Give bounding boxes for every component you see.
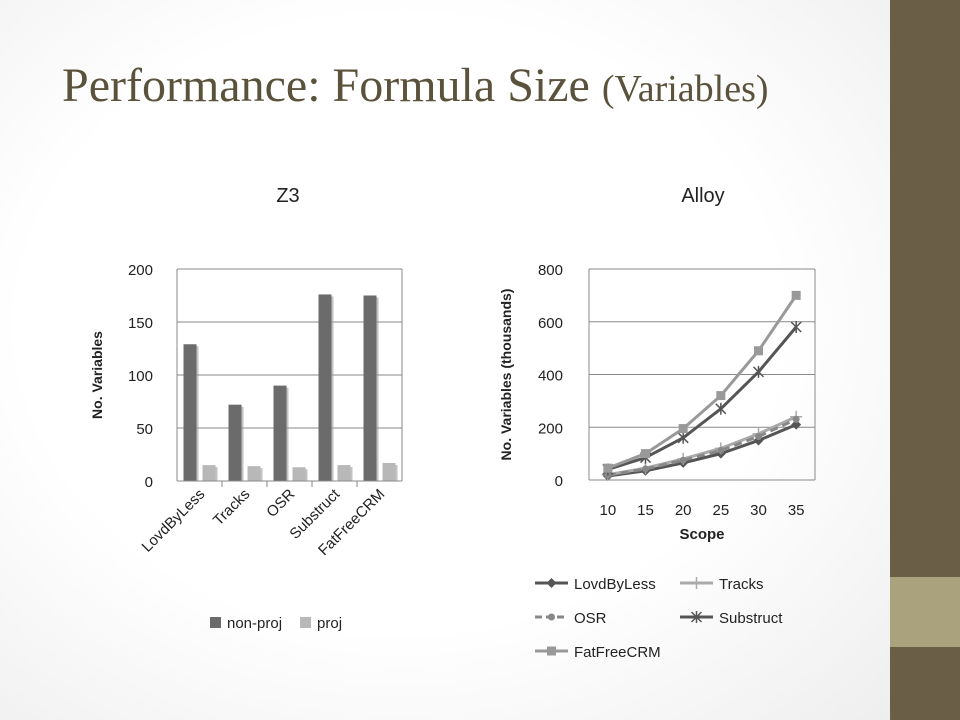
alloy-x-tick-label: 25 — [712, 502, 729, 519]
alloy-x-axis-title: Scope — [679, 526, 724, 543]
line-tracks — [607, 415, 797, 477]
point-substruct — [752, 365, 765, 378]
alloy-y-tick-label: 0 — [555, 473, 563, 490]
alloy-legend-label-substruct: Substruct — [719, 610, 783, 627]
slide-title-sub: (Variables) — [601, 68, 769, 110]
alloy-legend-label-tracks: Tracks — [719, 576, 763, 593]
point-osr — [679, 456, 687, 464]
alloy-y-axis-title: No. Variables (thousands) — [498, 289, 514, 461]
bar-proj-substruct — [337, 465, 351, 481]
bar-proj-tracks — [247, 466, 261, 481]
alloy-legend-label-fatfreecrm: FatFreeCRM — [574, 644, 661, 661]
alloy-legend-marker-tracks — [690, 577, 703, 589]
alloy-x-tick-label: 20 — [675, 502, 692, 519]
z3-y-tick-label: 50 — [136, 421, 153, 438]
z3-legend-swatch-non-proj — [210, 617, 221, 628]
point-osr — [717, 446, 725, 454]
alloy-y-tick-label: 600 — [538, 315, 563, 332]
z3-chart-title: Z3 — [276, 185, 299, 207]
alloy-chart-title: Alloy — [681, 185, 724, 207]
z3-y-axis-title: No. Variables — [89, 331, 105, 419]
point-fatfreecrm — [754, 346, 763, 356]
alloy-x-tick-label: 15 — [637, 502, 654, 519]
alloy-legend-label-osr: OSR — [574, 610, 607, 627]
point-substruct — [790, 321, 802, 334]
line-fatfreecrm — [607, 294, 798, 470]
point-fatfreecrm — [678, 424, 688, 434]
bar-non-proj-lovdbyless — [183, 344, 197, 481]
slide-background — [0, 0, 890, 720]
point-fatfreecrm — [716, 391, 726, 401]
point-fatfreecrm — [603, 463, 613, 473]
point-substruct — [677, 431, 689, 444]
bar-non-proj-fatfreecrm — [363, 295, 377, 481]
bar-proj-lovdbyless — [202, 465, 216, 481]
alloy-x-tick-label: 10 — [599, 502, 616, 519]
z3-y-tick-label: 200 — [128, 262, 153, 279]
point-osr — [792, 415, 800, 423]
alloy-x-tick-label: 30 — [750, 502, 767, 519]
slide-title-main: Performance: Formula Size — [62, 59, 590, 112]
bar-non-proj-tracks — [228, 404, 242, 481]
bar-non-proj-osr — [273, 385, 287, 481]
z3-legend-label-proj: proj — [317, 615, 342, 632]
alloy-legend-marker-osr — [548, 613, 555, 621]
bar-proj-fatfreecrm — [382, 462, 396, 481]
z3-legend-swatch-proj — [300, 617, 312, 628]
alloy-legend-marker-lovdbyless — [546, 578, 557, 588]
z3-y-tick-label: 0 — [145, 474, 153, 491]
alloy-y-tick-label: 200 — [538, 420, 563, 437]
point-osr — [755, 432, 762, 440]
bar-proj-osr — [292, 467, 306, 481]
point-lovdbyless — [791, 419, 802, 430]
point-osr — [642, 465, 649, 473]
point-substruct — [715, 402, 727, 415]
alloy-legend-marker-substruct — [690, 611, 703, 623]
z3-y-tick-label: 100 — [128, 368, 153, 385]
alloy-y-tick-label: 800 — [538, 262, 563, 279]
side-band-light — [890, 577, 960, 647]
line-osr — [607, 417, 797, 477]
alloy-y-tick-label: 400 — [538, 368, 563, 385]
z3-legend-label-non-proj: non-proj — [227, 615, 282, 632]
bar-non-proj-substruct — [318, 294, 332, 481]
z3-y-tick-label: 150 — [128, 315, 153, 332]
point-fatfreecrm — [791, 290, 801, 300]
alloy-line-chart: Alloy 0 200 400 600 800 10 15 20 25 30 35 No. Variab… — [498, 185, 816, 661]
point-fatfreecrm — [641, 449, 650, 459]
alloy-legend-marker-fatfreecrm — [547, 646, 556, 656]
line-lovdbyless — [607, 423, 797, 478]
line-substruct — [607, 326, 798, 471]
slide-title: Performance: Formula Size (Variables) — [62, 62, 769, 110]
alloy-legend-label-lovdbyless: LovdByLess — [574, 576, 656, 593]
alloy-x-tick-label: 35 — [788, 502, 805, 519]
